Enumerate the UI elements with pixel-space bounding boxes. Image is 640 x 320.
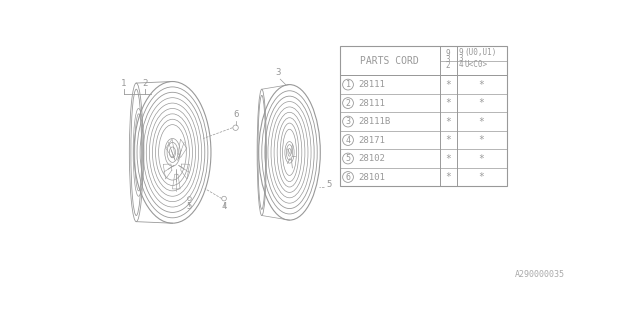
Text: U<C0>: U<C0> [464,60,488,69]
Text: 28102: 28102 [359,154,386,163]
Text: 9: 9 [446,49,451,58]
Text: *: * [479,98,484,108]
Text: 3: 3 [346,117,351,126]
Text: A290000035: A290000035 [515,270,565,279]
Text: *: * [479,172,484,182]
Text: *: * [479,135,484,145]
Text: *: * [479,80,484,90]
Text: *: * [479,154,484,164]
Text: 5: 5 [187,202,192,211]
Text: 1: 1 [346,80,351,89]
Text: 9: 9 [458,48,463,57]
Text: 2: 2 [446,61,451,70]
Text: *: * [445,172,451,182]
Text: *: * [445,135,451,145]
Text: *: * [445,80,451,90]
Text: 2: 2 [346,99,351,108]
Text: *: * [445,116,451,126]
Text: (U0,U1): (U0,U1) [464,48,497,57]
Text: 28171: 28171 [359,136,386,145]
Text: 3: 3 [275,68,280,77]
Text: 28111B: 28111B [359,117,391,126]
Text: *: * [445,154,451,164]
Text: 3: 3 [458,54,463,63]
Text: 5: 5 [327,180,332,189]
Text: *: * [479,116,484,126]
Text: 6: 6 [346,172,351,181]
Text: 5: 5 [346,154,351,163]
Text: 4: 4 [221,202,227,211]
Text: *: * [445,98,451,108]
Text: 1: 1 [121,79,127,88]
Text: 28111: 28111 [359,99,386,108]
Text: PARTS CORD: PARTS CORD [360,56,419,66]
Text: 6: 6 [233,110,238,119]
Text: 3: 3 [446,55,451,64]
Text: 28111: 28111 [359,80,386,89]
Text: 2: 2 [142,79,147,88]
Text: 4: 4 [346,136,351,145]
Bar [340,46,507,186]
Text: 28101: 28101 [359,172,386,181]
Text: 4: 4 [458,60,463,69]
